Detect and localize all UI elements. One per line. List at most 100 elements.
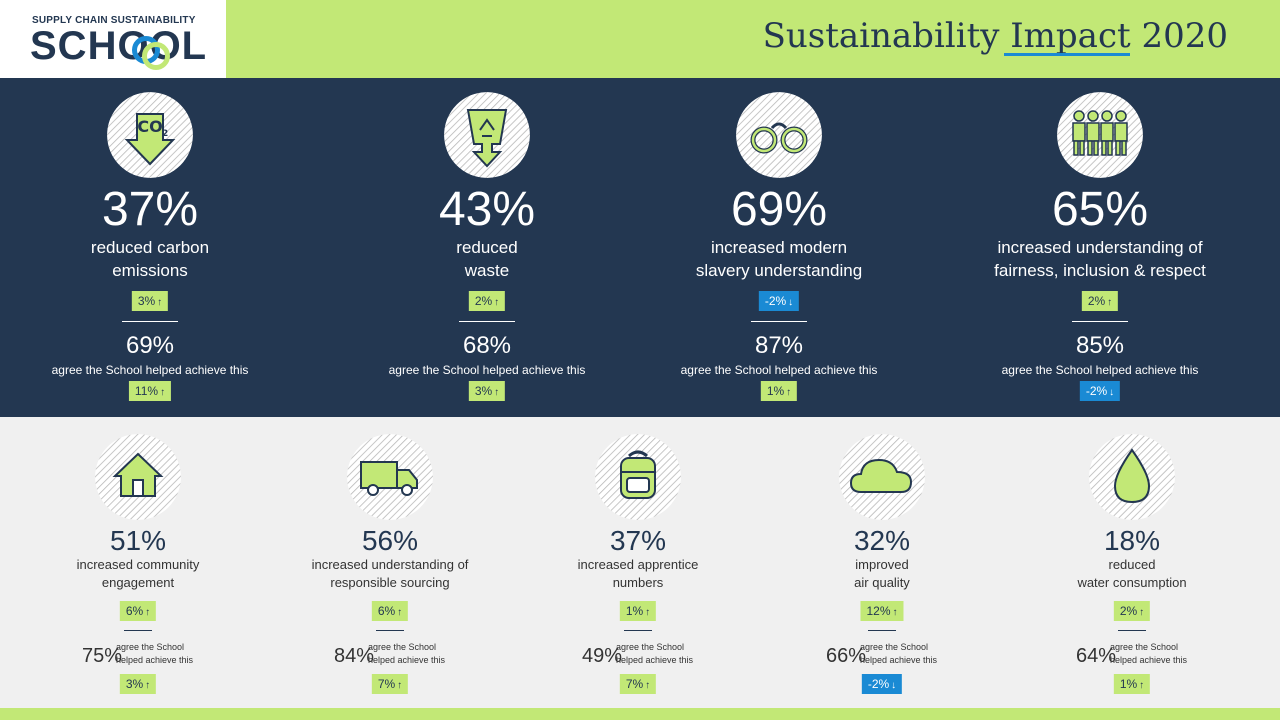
arrow-up-icon: ↑: [494, 387, 500, 398]
agree-value: 49%: [581, 645, 622, 667]
agree-text: agree the School helped achieve this: [116, 642, 194, 665]
logo[interactable]: SUPPLY CHAIN SUSTAINABILITY SCHOOL: [0, 0, 226, 78]
backpack-icon: [595, 434, 681, 520]
agree-text: agree the School helped achieve this: [1001, 363, 1199, 377]
change-badge: 1% ↑: [619, 601, 657, 621]
metric-description: reduced waste: [456, 238, 518, 280]
arrow-up-icon: ↑: [786, 387, 792, 398]
agree-change-badge: 7% ↑: [371, 674, 409, 694]
arrow-up-icon: ↑: [892, 607, 898, 618]
agree-text: agree the School helped achieve this: [616, 642, 694, 665]
divider: [459, 321, 515, 322]
agree-text: agree the School helped achieve this: [680, 363, 878, 377]
agree-value: 64%: [1075, 645, 1116, 667]
agree-text: agree the School helped achieve this: [368, 642, 446, 665]
change-badge: 6% ↑: [119, 601, 157, 621]
divider: [868, 630, 896, 631]
arrow-up-icon: ↑: [160, 387, 166, 398]
metric-value: 56%: [361, 525, 419, 556]
metric-card-waste: 43% reduced waste 2% ↑ 68% agree the Schoo…: [337, 92, 637, 412]
arrow-up-icon: ↑: [1139, 607, 1145, 618]
change-badge: 2% ↑: [468, 291, 506, 311]
truck-icon: [347, 434, 433, 520]
water-drop-icon: [1089, 434, 1175, 520]
people-group-icon: [1057, 92, 1143, 178]
metric-description: reduced carbon emissions: [90, 238, 210, 280]
house-icon: [95, 434, 181, 520]
agree-value: 66%: [825, 645, 866, 667]
change-badge: -2% ↓: [758, 291, 800, 311]
svg-text:2: 2: [162, 129, 168, 139]
metric-value: 37%: [101, 183, 199, 236]
change-badge: 2% ↑: [1081, 291, 1119, 311]
agree-text: agree the School helped achieve this: [860, 642, 938, 665]
change-badge: 12% ↑: [860, 601, 904, 621]
agree-change-badge: 1% ↑: [1113, 674, 1151, 694]
arrow-up-icon: ↑: [145, 680, 151, 691]
logo-tagline: SUPPLY CHAIN SUSTAINABILITY: [32, 15, 196, 26]
agree-change-badge: 3% ↑: [468, 381, 506, 401]
change-badge: 6% ↑: [371, 601, 409, 621]
metric-description: increased apprentice numbers: [577, 557, 699, 590]
metric-description: increased understanding of fairness, incl…: [994, 238, 1206, 280]
divider: [122, 321, 178, 322]
agree-text: agree the School helped achieve this: [51, 363, 249, 377]
change-badge: 2% ↑: [1113, 601, 1151, 621]
arrow-up-icon: ↑: [494, 297, 500, 308]
agree-change-badge: 7% ↑: [619, 674, 657, 694]
arrow-down-icon: ↓: [788, 297, 794, 308]
agree-row: 75% agree the School helped achieve this: [18, 640, 258, 668]
metric-card-air: 32% improved air quality 12% ↑ 66% agree t…: [762, 434, 1002, 704]
divider: [624, 630, 652, 631]
metric-value: 65%: [1051, 183, 1149, 236]
metric-card-community: 51% increased community engagement 6% ↑ 75…: [18, 434, 258, 704]
agree-value: 69%: [125, 332, 175, 359]
change-badge: 3% ↑: [131, 291, 169, 311]
logo-wordmark: SCHOOL: [30, 24, 208, 68]
arrow-up-icon: ↑: [645, 607, 651, 618]
divider: [1072, 321, 1128, 322]
agree-row: 49% agree the School helped achieve this: [518, 640, 758, 668]
agree-change-badge: -2% ↓: [861, 674, 903, 694]
divider: [751, 321, 807, 322]
metric-card-sourcing: 56% increased understanding of responsibl…: [270, 434, 510, 704]
divider: [1118, 630, 1146, 631]
metric-value: 69%: [730, 183, 828, 236]
logo-ring-icon: [142, 42, 170, 70]
metric-description: increased understanding of responsible so…: [311, 557, 469, 590]
agree-change-badge: -2% ↓: [1079, 381, 1121, 401]
agree-value: 87%: [754, 332, 804, 359]
arrow-up-icon: ↑: [145, 607, 151, 618]
arrow-up-icon: ↑: [157, 297, 163, 308]
metric-value: 43%: [438, 183, 536, 236]
metric-description: increased community engagement: [76, 557, 200, 590]
divider: [376, 630, 404, 631]
arrow-up-icon: ↑: [1107, 297, 1113, 308]
agree-change-badge: 1% ↑: [760, 381, 798, 401]
metric-description: improved air quality: [854, 557, 910, 590]
metric-card-water: 18% reduced water consumption 2% ↑ 64% agr…: [1012, 434, 1252, 704]
agree-row: 64% agree the School helped achieve this: [1012, 640, 1252, 668]
metric-card-slavery: 69% increased modern slavery understandin…: [629, 92, 929, 412]
metric-card-fairness: 65% increased understanding of fairness, …: [950, 92, 1250, 412]
metric-card-carbon: CO 2 37% reduced carbon emissions 3% ↑ 69%…: [0, 92, 300, 412]
cloud-icon: [839, 434, 925, 520]
footer-bar: [0, 708, 1280, 720]
svg-text:CO: CO: [137, 117, 162, 136]
arrow-up-icon: ↑: [397, 680, 403, 691]
agree-value: 84%: [333, 645, 374, 667]
agree-text: agree the School helped achieve this: [388, 363, 586, 377]
agree-change-badge: 11% ↑: [128, 381, 172, 401]
arrow-up-icon: ↑: [1139, 680, 1145, 691]
agree-change-badge: 3% ↑: [119, 674, 157, 694]
metric-description: reduced water consumption: [1077, 557, 1187, 590]
divider: [124, 630, 152, 631]
arrow-up-icon: ↑: [397, 607, 403, 618]
metric-value: 37%: [609, 525, 667, 556]
co2-down-arrow-icon: CO 2: [107, 92, 193, 178]
title-underline: [1004, 53, 1130, 56]
handcuffs-icon: [736, 92, 822, 178]
agree-value: 68%: [462, 332, 512, 359]
metric-value: 18%: [1103, 525, 1161, 556]
arrow-up-icon: ↑: [645, 680, 651, 691]
